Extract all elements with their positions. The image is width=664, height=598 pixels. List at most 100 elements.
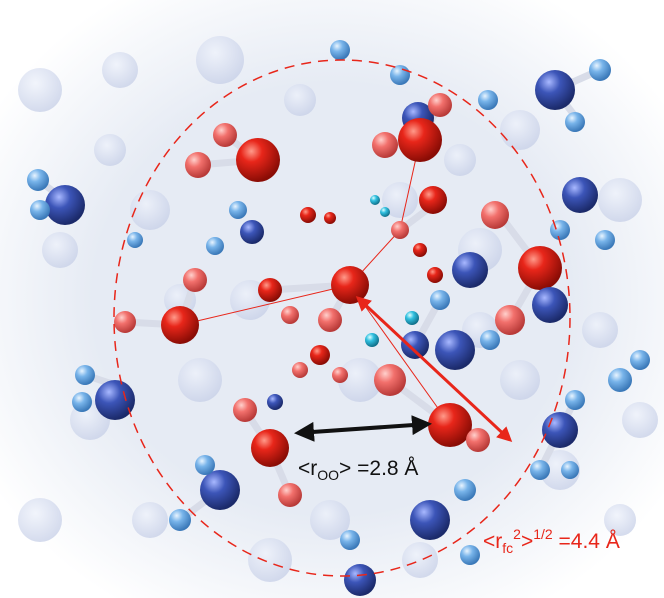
- atom: [206, 237, 224, 255]
- atom: [324, 212, 336, 224]
- atom: [565, 390, 585, 410]
- atom: [183, 268, 207, 292]
- atom: [233, 398, 257, 422]
- background-atom: [178, 358, 222, 402]
- atom: [413, 243, 427, 257]
- label-text: =4.4 Å: [553, 530, 620, 553]
- atom: [428, 93, 452, 117]
- atom: [390, 65, 410, 85]
- background-atom: [196, 36, 244, 84]
- background-atom: [622, 402, 658, 438]
- atom: [466, 428, 490, 452]
- atom: [478, 90, 498, 110]
- atom: [565, 112, 585, 132]
- atom: [452, 252, 488, 288]
- atom: [161, 306, 199, 344]
- atom: [318, 308, 342, 332]
- atom: [365, 333, 379, 347]
- label-sup: 1/2: [533, 526, 553, 542]
- background-atom: [18, 68, 62, 112]
- background-atom: [598, 178, 642, 222]
- background-atom: [42, 232, 78, 268]
- atom: [114, 311, 136, 333]
- atom: [30, 200, 50, 220]
- atom: [481, 201, 509, 229]
- atom: [236, 138, 280, 182]
- atom: [300, 207, 316, 223]
- background-atom: [500, 110, 540, 150]
- atom: [200, 470, 240, 510]
- atom: [330, 40, 350, 60]
- label-text: >: [521, 530, 533, 553]
- atom: [405, 311, 419, 325]
- atom: [427, 267, 443, 283]
- atom: [95, 380, 135, 420]
- atom: [45, 185, 85, 225]
- atom: [332, 367, 348, 383]
- atom: [435, 330, 475, 370]
- atom: [331, 266, 369, 304]
- atom: [535, 70, 575, 110]
- background-atom: [582, 312, 618, 348]
- atom: [532, 287, 568, 323]
- label-text: <r: [298, 457, 317, 480]
- atom: [380, 207, 390, 217]
- atom: [608, 368, 632, 392]
- page: <rOO> =2.8 Å <rfc2>1/2 =4.4 Å (() => { c…: [0, 0, 664, 598]
- atom: [542, 412, 578, 448]
- atom: [267, 394, 283, 410]
- atom: [340, 530, 360, 550]
- atom: [27, 169, 49, 191]
- atom: [550, 220, 570, 240]
- atom: [72, 392, 92, 412]
- background-atom: [402, 542, 438, 578]
- atom: [391, 221, 409, 239]
- atom: [127, 232, 143, 248]
- background-atom: [132, 502, 168, 538]
- background-atom: [248, 538, 292, 582]
- background-atom: [18, 498, 62, 542]
- background-atom: [94, 134, 126, 166]
- atom: [281, 306, 299, 324]
- label-sub: OO: [317, 467, 339, 483]
- background-atom: [444, 144, 476, 176]
- atom: [370, 195, 380, 205]
- background-atom: [102, 52, 138, 88]
- label-sup: 2: [513, 526, 521, 542]
- atom: [419, 186, 447, 214]
- atom: [495, 305, 525, 335]
- atom: [372, 132, 398, 158]
- atom: [229, 201, 247, 219]
- atom: [75, 365, 95, 385]
- label-text: <r: [483, 530, 502, 553]
- atom: [530, 460, 550, 480]
- atom: [480, 330, 500, 350]
- atom: [185, 152, 211, 178]
- atom: [430, 290, 450, 310]
- atom: [561, 461, 579, 479]
- atom: [195, 455, 215, 475]
- atom: [518, 246, 562, 290]
- atom: [562, 177, 598, 213]
- label-text: > =2.8 Å: [339, 457, 418, 480]
- atom: [428, 403, 472, 447]
- background-atom: [130, 190, 170, 230]
- oo-label: <rOO> =2.8 Å: [298, 457, 418, 483]
- atom: [240, 220, 264, 244]
- atom: [258, 278, 282, 302]
- atom: [398, 118, 442, 162]
- background-atom: [500, 360, 540, 400]
- atom: [589, 59, 611, 81]
- atom: [251, 429, 289, 467]
- atom: [460, 545, 480, 565]
- background-atom: [284, 84, 316, 116]
- atom: [630, 350, 650, 370]
- molecule-illustration: <rOO> =2.8 Å <rfc2>1/2 =4.4 Å: [0, 0, 664, 598]
- atom: [169, 509, 191, 531]
- atom: [410, 500, 450, 540]
- label-sub: fc: [502, 540, 513, 556]
- atom: [454, 479, 476, 501]
- atom: [344, 564, 376, 596]
- atom: [278, 483, 302, 507]
- atom: [595, 230, 615, 250]
